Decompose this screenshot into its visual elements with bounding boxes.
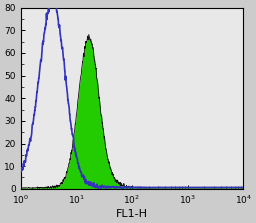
X-axis label: FL1-H: FL1-H: [116, 209, 148, 219]
